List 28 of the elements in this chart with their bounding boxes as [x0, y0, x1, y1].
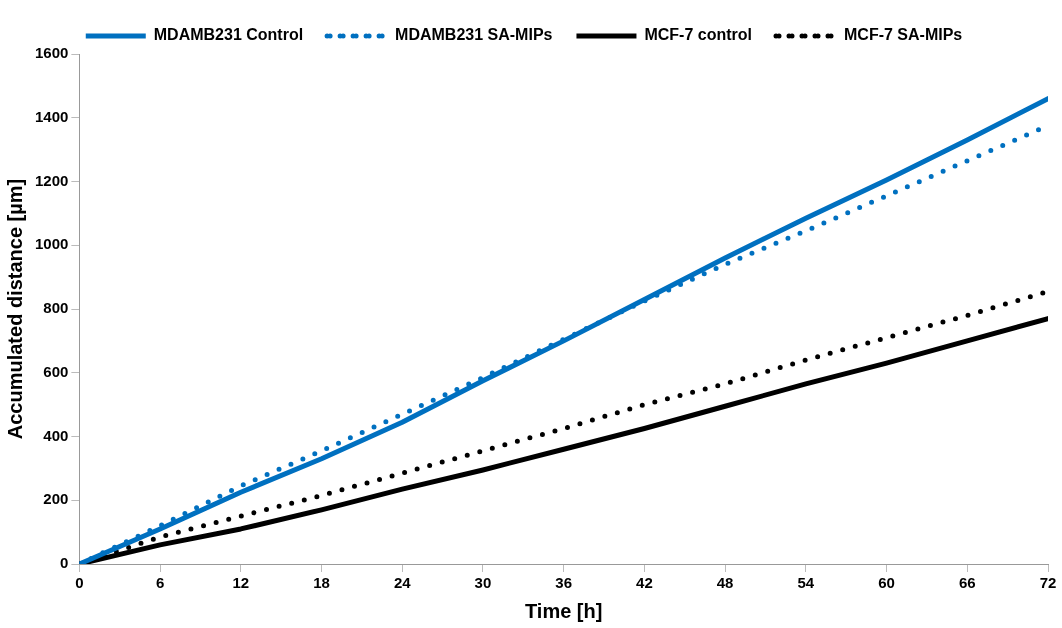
x-tick-label: 48 — [716, 574, 734, 592]
x-tick-label: 24 — [393, 574, 412, 592]
y-tick-label: 400 — [43, 426, 69, 444]
y-tick-label: 1400 — [34, 107, 69, 125]
x-tick-label: 0 — [75, 574, 84, 592]
y-tick-label: 200 — [43, 490, 69, 508]
y-tick-label: 600 — [43, 362, 69, 380]
x-tick-label: 18 — [313, 574, 330, 592]
y-tick-label: 1200 — [34, 171, 69, 189]
x-tick-label: 42 — [636, 574, 653, 592]
legend-label: MDAMB231 SA-MIPs — [395, 26, 553, 44]
x-tick-label: 36 — [555, 574, 573, 592]
x-tick-label: 60 — [878, 574, 895, 592]
x-tick-label: 66 — [958, 574, 976, 592]
x-tick-label: 12 — [232, 574, 250, 592]
legend-label: MCF-7 SA-MIPs — [844, 26, 963, 44]
x-tick-label: 6 — [155, 574, 165, 592]
x-tick-label: 54 — [797, 574, 815, 592]
x-axis-title: Time [h] — [524, 599, 603, 622]
x-tick-label: 72 — [1039, 574, 1057, 592]
legend-label: MCF-7 control — [644, 26, 753, 44]
x-tick-label: 30 — [474, 574, 492, 592]
y-tick-label: 0 — [60, 554, 69, 572]
y-tick-label: 1000 — [34, 235, 69, 253]
y-tick-label: 1600 — [34, 44, 69, 62]
y-axis-title: Accumulated distance [µm] — [3, 178, 26, 440]
y-tick-label: 800 — [43, 299, 69, 317]
legend-label: MDAMB231 Control — [153, 26, 304, 44]
